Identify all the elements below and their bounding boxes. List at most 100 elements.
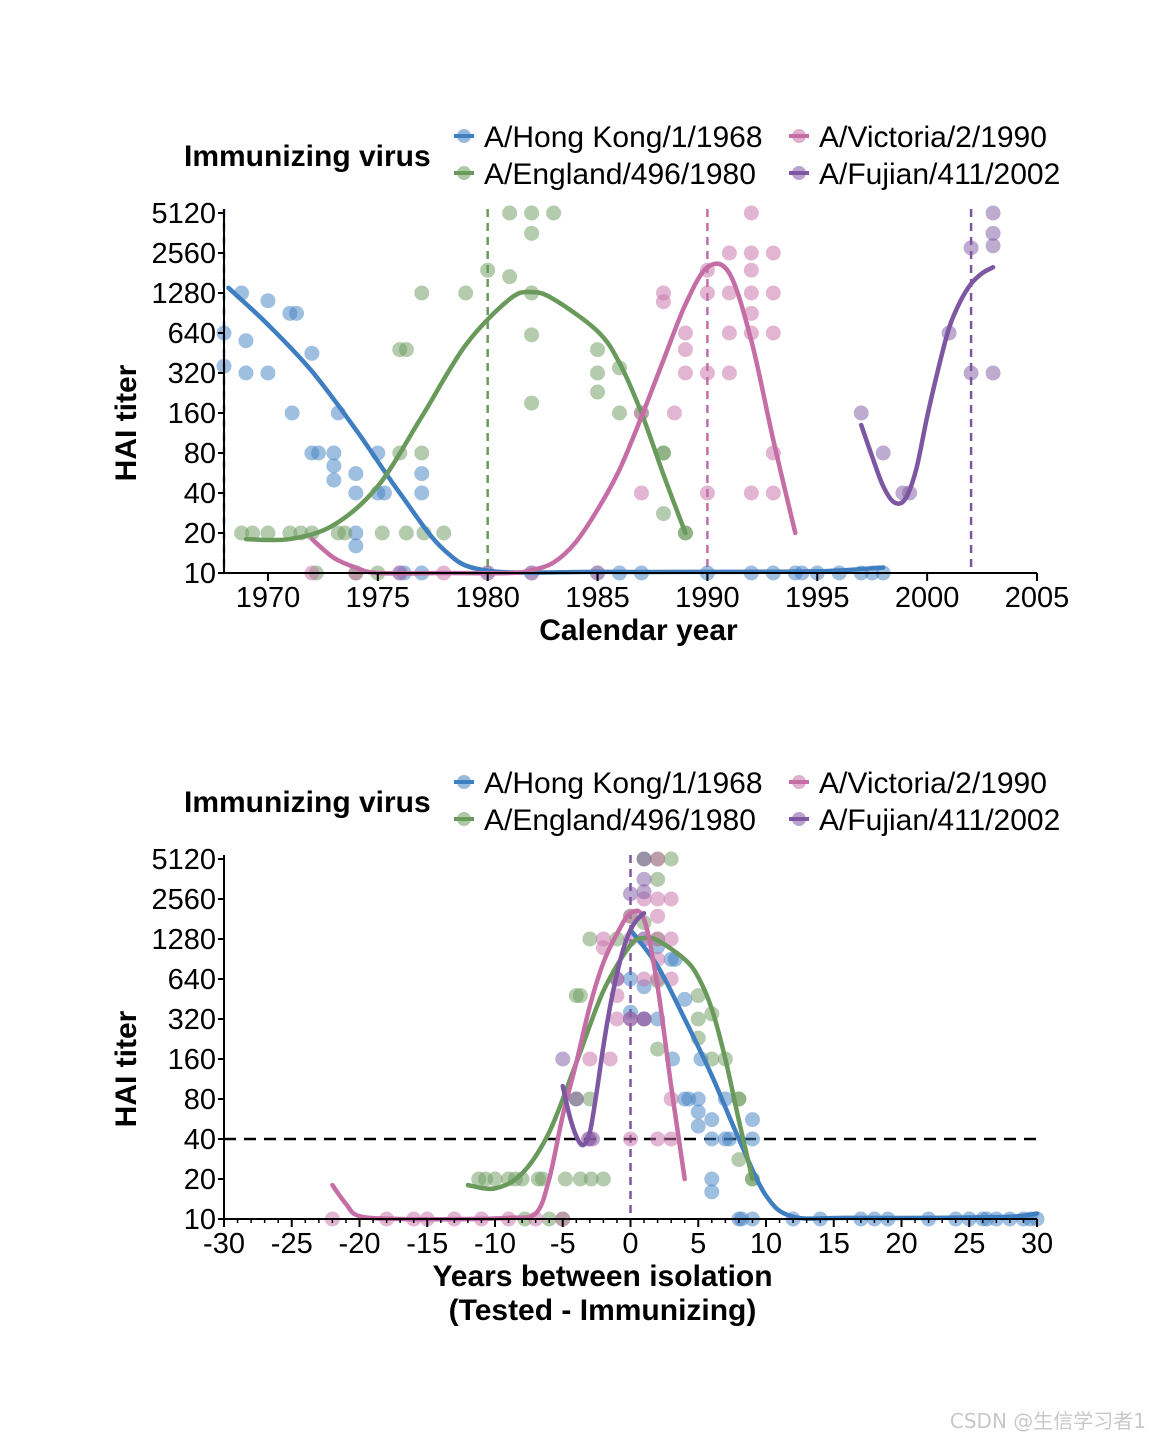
legend-key-dot [457, 129, 471, 143]
data-point [704, 1184, 720, 1200]
data-point [414, 466, 430, 482]
data-point [704, 1131, 720, 1147]
points-a-hong-kong-1-1968 [623, 931, 1045, 1227]
legend-entry-a-hong-kong-1-1968: A/Hong Kong/1/1968 [484, 767, 763, 800]
points-a-england-496-1980 [471, 851, 760, 1227]
legend-entry-a-england-496-1980: A/England/496/1980 [484, 804, 756, 837]
x-tick-label: -30 [203, 1228, 245, 1260]
data-point [690, 1104, 706, 1120]
fit-curve-a-england-496-1980 [465, 935, 755, 1192]
data-point [572, 1171, 588, 1187]
x-tick-label: -10 [474, 1228, 516, 1260]
legend-key-dot [792, 166, 806, 180]
data-point [348, 466, 364, 482]
x-axis-label: Years between isolation [432, 1260, 772, 1293]
data-point [590, 384, 606, 400]
data-point [590, 365, 606, 381]
x-axis-label: Calendar year [539, 614, 738, 647]
y-tick-label: 160 [168, 398, 216, 430]
data-point [245, 525, 261, 541]
data-point [582, 931, 598, 947]
y-tick-label: 2560 [151, 238, 216, 270]
x-tick-label: 30 [1021, 1228, 1053, 1260]
data-point [650, 1041, 666, 1057]
data-point [985, 225, 1001, 241]
data-point [650, 1131, 666, 1147]
data-point [602, 1051, 618, 1067]
panel-calendar-year: Immunizing virus A/Hong Kong/1/1968 A/Engl… [110, 121, 1069, 647]
data-point [690, 988, 706, 1004]
y-tick-label: 5120 [151, 198, 216, 230]
x-tick-label: 1990 [675, 582, 740, 614]
data-point [326, 458, 342, 474]
legend-title: Immunizing virus [184, 786, 431, 819]
y-tick-label: 320 [168, 358, 216, 390]
data-point [721, 365, 737, 381]
data-point [524, 205, 540, 221]
data-point [721, 325, 737, 341]
data-point [636, 971, 652, 987]
data-point [765, 485, 781, 501]
x-axis-label-line2: (Tested - Immunizing) [449, 1294, 757, 1327]
data-point [568, 1091, 584, 1107]
data-point [398, 342, 414, 358]
data-point [582, 1051, 598, 1067]
data-point [744, 1112, 760, 1128]
data-point [234, 525, 250, 541]
data-point [690, 1118, 706, 1134]
x-tick-label: 1975 [346, 582, 411, 614]
x-tick-label: 2000 [895, 582, 960, 614]
x-tick-label: -5 [550, 1228, 576, 1260]
data-point [557, 1171, 573, 1187]
data-point [985, 238, 1001, 254]
data-point [595, 1171, 611, 1187]
data-point [436, 525, 452, 541]
data-point [650, 908, 666, 924]
data-point [502, 269, 518, 285]
data-point [546, 205, 562, 221]
data-point [524, 327, 540, 343]
data-point [623, 1131, 638, 1147]
data-point [663, 891, 679, 907]
data-point [555, 1051, 571, 1067]
points-a-fujian-411-2002 [853, 205, 1001, 501]
data-point [721, 285, 737, 301]
data-point [655, 506, 671, 522]
data-point [699, 365, 715, 381]
data-point [650, 871, 666, 887]
y-tick-label: 640 [168, 318, 216, 350]
data-point [744, 1131, 760, 1147]
legend-title: Immunizing virus [184, 140, 431, 173]
y-tick-label: 2560 [151, 884, 216, 916]
y-tick-label: 80 [184, 1084, 216, 1116]
data-point [590, 342, 606, 358]
data-point [524, 225, 540, 241]
panel-years-between: Immunizing virus A/Hong Kong/1/1968 A/Engl… [110, 767, 1060, 1327]
data-point [721, 1131, 737, 1147]
legend-key-dot [457, 775, 471, 789]
data-point [677, 365, 693, 381]
legend-key-dot [792, 129, 806, 143]
data-point [743, 205, 759, 221]
fit-curve-a-hong-kong-1-1968 [628, 927, 1040, 1221]
legend-key-dot [792, 775, 806, 789]
y-tick-label: 5120 [151, 844, 216, 876]
y-tick-label: 160 [168, 1044, 216, 1076]
y-tick-label: 80 [184, 438, 216, 470]
x-tick-label: 1985 [565, 582, 630, 614]
fit-curve-a-hong-kong-1-1968 [226, 285, 886, 575]
data-point [337, 525, 353, 541]
y-tick-label: 40 [184, 478, 216, 510]
data-point [743, 245, 759, 261]
y-tick-label: 1280 [151, 278, 216, 310]
y-axis-label: HAI titer [110, 364, 143, 481]
data-point [963, 365, 979, 381]
x-tick-label: 15 [818, 1228, 850, 1260]
data-point [304, 345, 320, 361]
data-point [690, 1011, 706, 1027]
data-point [963, 240, 979, 256]
legend-entry-a-fujian-411-2002: A/Fujian/411/2002 [819, 804, 1060, 837]
legend-entry-a-england-496-1980: A/England/496/1980 [484, 158, 756, 191]
data-point [699, 285, 715, 301]
